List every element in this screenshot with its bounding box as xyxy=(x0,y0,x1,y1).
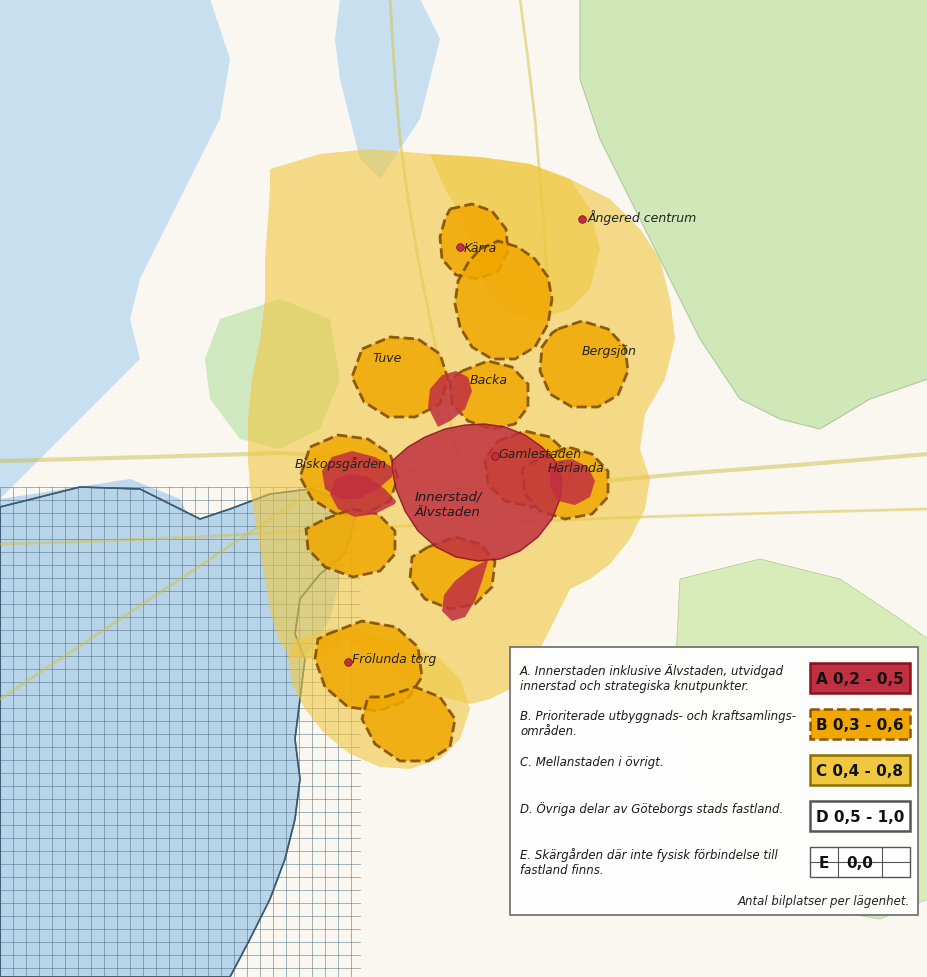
Text: Ångered centrum: Ångered centrum xyxy=(588,210,696,226)
Text: A 0,2 - 0,5: A 0,2 - 0,5 xyxy=(815,671,903,686)
Polygon shape xyxy=(0,180,150,300)
Text: D 0,5 - 1,0: D 0,5 - 1,0 xyxy=(815,809,903,824)
Polygon shape xyxy=(485,432,569,507)
Polygon shape xyxy=(439,205,507,279)
Polygon shape xyxy=(0,480,339,977)
Text: Antal bilplatser per lägenhet.: Antal bilplatser per lägenhet. xyxy=(737,894,909,907)
Polygon shape xyxy=(248,149,674,704)
Text: Frölunda torg: Frölunda torg xyxy=(351,653,436,665)
Text: Gamlestaden: Gamlestaden xyxy=(498,448,580,461)
Bar xyxy=(809,755,909,786)
Polygon shape xyxy=(579,0,927,430)
Polygon shape xyxy=(550,459,594,505)
Polygon shape xyxy=(441,562,488,621)
Text: B 0,3 - 0,6: B 0,3 - 0,6 xyxy=(816,717,903,732)
Text: Backa: Backa xyxy=(469,373,507,386)
Text: D. Övriga delar av Göteborgs stads fastland.: D. Övriga delar av Göteborgs stads fastl… xyxy=(519,801,782,815)
Polygon shape xyxy=(0,488,355,977)
Text: Tuve: Tuve xyxy=(372,351,401,364)
Polygon shape xyxy=(330,475,396,518)
Polygon shape xyxy=(335,0,439,180)
Bar xyxy=(809,709,909,740)
Text: C. Mellanstaden i övrigt.: C. Mellanstaden i övrigt. xyxy=(519,755,663,768)
Text: Bergsjön: Bergsjön xyxy=(581,345,636,359)
Polygon shape xyxy=(540,321,628,407)
Text: E: E xyxy=(818,855,829,870)
Polygon shape xyxy=(669,560,927,919)
Polygon shape xyxy=(429,154,600,319)
Polygon shape xyxy=(314,621,422,711)
Text: Härlanda: Härlanda xyxy=(548,461,604,474)
Polygon shape xyxy=(306,509,395,577)
Text: 0,0: 0,0 xyxy=(845,855,872,870)
Polygon shape xyxy=(450,361,527,430)
Polygon shape xyxy=(351,338,448,417)
Polygon shape xyxy=(299,436,398,515)
Polygon shape xyxy=(427,371,472,428)
Polygon shape xyxy=(322,451,391,499)
Polygon shape xyxy=(0,0,230,499)
Polygon shape xyxy=(410,537,494,610)
Polygon shape xyxy=(454,241,552,360)
Polygon shape xyxy=(205,300,339,449)
Text: Biskopsgården: Biskopsgården xyxy=(295,456,387,471)
Text: E. Skärgården där inte fysisk förbindelse till
fastland finns.: E. Skärgården där inte fysisk förbindels… xyxy=(519,847,777,876)
Polygon shape xyxy=(0,310,100,419)
Text: B. Prioriterade utbyggnads- och kraftsamlings-
områden.: B. Prioriterade utbyggnads- och kraftsam… xyxy=(519,709,795,738)
Bar xyxy=(809,801,909,831)
Text: C 0,4 - 0,8: C 0,4 - 0,8 xyxy=(816,763,903,778)
Polygon shape xyxy=(287,629,469,769)
Polygon shape xyxy=(362,687,454,761)
Bar xyxy=(809,663,909,694)
Polygon shape xyxy=(521,447,607,520)
Text: A. Innerstaden inklusive Älvstaden, utvidgad
innerstad och strategiska knutpunkt: A. Innerstaden inklusive Älvstaden, utvi… xyxy=(519,663,783,693)
Bar xyxy=(809,847,909,877)
Text: Kärra: Kärra xyxy=(464,241,497,254)
Bar xyxy=(510,648,917,915)
Polygon shape xyxy=(391,425,562,562)
Text: Innerstad/
Älvstaden: Innerstad/ Älvstaden xyxy=(413,490,481,519)
